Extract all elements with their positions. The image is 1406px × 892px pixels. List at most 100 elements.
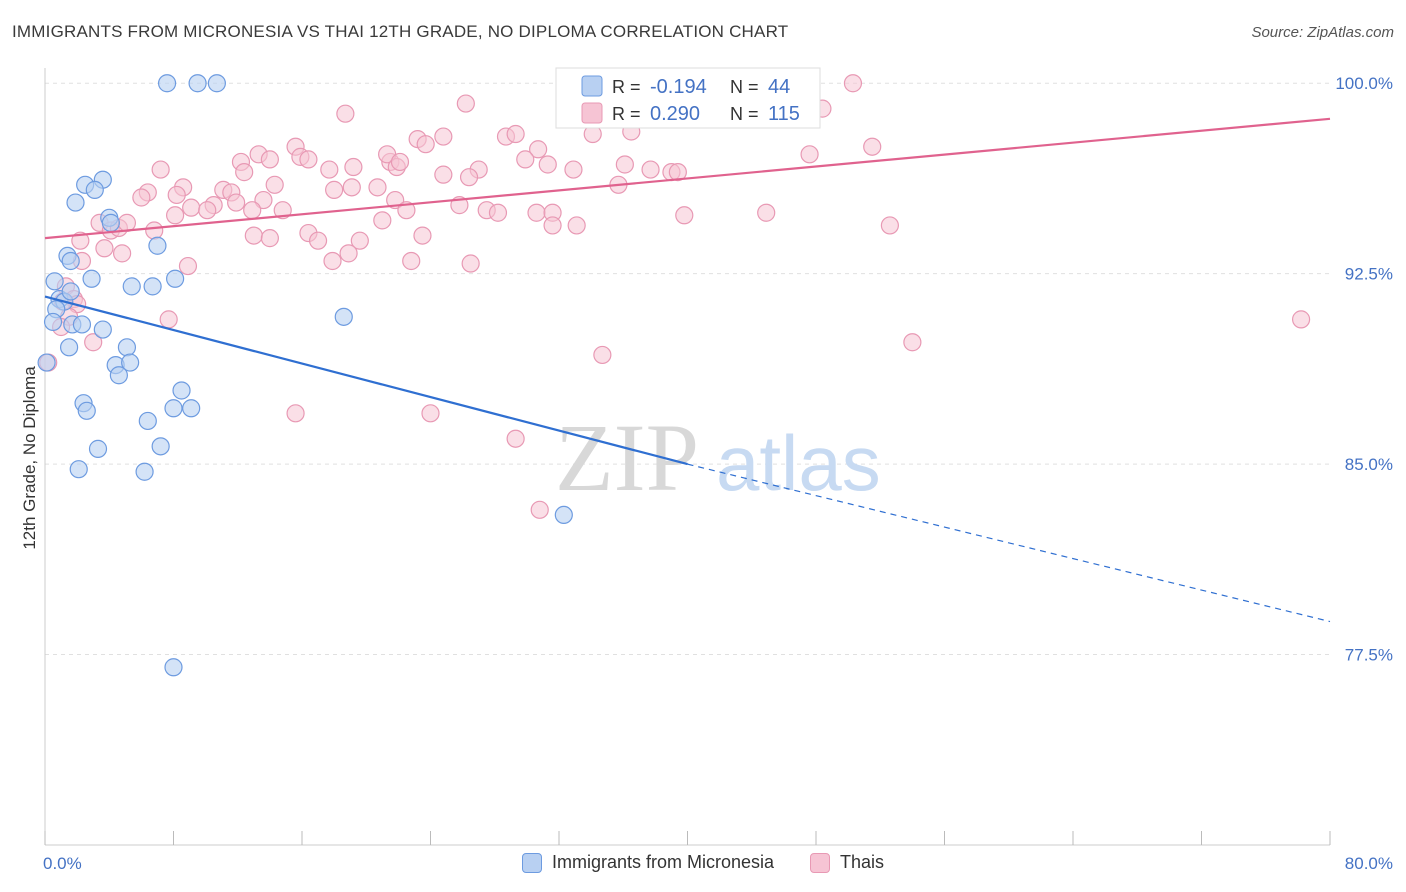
legend-n-label-1: N = <box>730 77 759 97</box>
thais-point <box>903 333 922 352</box>
thais-point <box>564 160 583 179</box>
micronesia-trend-extension <box>687 463 1331 623</box>
thais-point <box>668 163 687 182</box>
thais-point <box>529 140 548 159</box>
thais-point <box>675 206 694 225</box>
micronesia-point <box>151 437 170 456</box>
thais-point <box>323 251 342 271</box>
micronesia-point <box>121 353 140 372</box>
thais-point <box>227 193 246 212</box>
thais-point <box>641 160 660 179</box>
micronesia-point <box>164 399 183 418</box>
thais-point <box>145 221 164 240</box>
thais-point <box>615 155 634 174</box>
thais-point <box>800 145 819 164</box>
legend-swatch-thais <box>581 102 603 124</box>
micronesia-point <box>188 74 207 93</box>
thais-point <box>112 244 132 263</box>
thais-point <box>488 203 508 222</box>
micronesia-point <box>88 439 108 458</box>
thais-point <box>413 226 432 245</box>
thais-point <box>456 94 475 113</box>
legend-label-thais: Thais <box>840 852 885 872</box>
legend-label-micronesia: Immigrants from Micronesia <box>551 852 775 872</box>
thais-point <box>235 163 254 182</box>
thais-point <box>308 231 328 250</box>
thais-point <box>260 150 279 169</box>
micronesia-point <box>334 307 353 326</box>
thais-point <box>178 256 198 276</box>
x-tick-label: 80.0% <box>1345 854 1393 873</box>
thais-point <box>320 160 339 179</box>
legend-swatch-micronesia <box>581 75 603 97</box>
micronesia-point <box>164 658 183 677</box>
micronesia-point <box>554 505 573 525</box>
thais-point <box>342 178 361 197</box>
legend-item-micronesia: Immigrants from Micronesia <box>521 852 775 873</box>
thais-point <box>260 229 279 248</box>
thais-point <box>344 157 363 177</box>
watermark: ZIP atlas <box>555 404 881 511</box>
legend-r-value-1: -0.194 <box>650 76 707 98</box>
y-tick-label: 100.0% <box>1335 74 1393 93</box>
x-axis-ticks <box>44 831 1331 845</box>
legend-item-thais: Thais <box>810 852 884 873</box>
thais-point <box>1291 310 1311 329</box>
micronesia-point <box>135 462 154 481</box>
micronesia-point <box>72 315 92 334</box>
micronesia-point <box>93 320 112 339</box>
x-tick-label: 0.0% <box>43 854 82 873</box>
thais-point <box>530 500 549 519</box>
chart-title: IMMIGRANTS FROM MICRONESIA VS THAI 12TH … <box>12 22 789 41</box>
micronesia-point <box>157 74 177 93</box>
micronesia-point <box>45 272 64 291</box>
thais-point <box>265 175 284 194</box>
thais-point <box>543 216 562 235</box>
x-tick-labels: 0.0% 80.0% <box>43 854 1393 873</box>
source-credit: Source: ZipAtlas.com <box>1251 24 1394 41</box>
thais-point <box>182 198 201 217</box>
micronesia-point <box>122 277 141 296</box>
thais-point <box>151 160 170 179</box>
legend-swatch-pink <box>810 852 831 873</box>
thais-point <box>538 155 557 174</box>
thais-point <box>273 201 292 220</box>
thais-point <box>506 429 525 448</box>
thais-points <box>39 74 1311 519</box>
micronesia-point <box>61 251 80 271</box>
thais-point <box>434 165 453 184</box>
legend-r-label-1: R = <box>612 77 641 97</box>
thais-point <box>244 226 263 245</box>
micronesia-point <box>66 193 85 212</box>
micronesia-point <box>148 236 167 255</box>
thais-point <box>567 216 586 235</box>
y-tick-labels: 100.0% 92.5% 85.0% 77.5% <box>1335 74 1393 664</box>
thais-point <box>416 135 435 154</box>
micronesia-point <box>166 269 185 288</box>
thais-point <box>593 345 612 365</box>
watermark-zip: ZIP <box>555 404 699 511</box>
micronesia-point <box>143 277 162 296</box>
thais-point <box>167 185 186 205</box>
thais-point <box>286 404 305 423</box>
micronesia-trend-line <box>44 295 688 466</box>
thais-point <box>863 137 882 156</box>
y-tick-label: 92.5% <box>1345 265 1393 284</box>
thais-trend-line <box>44 117 1331 240</box>
legend-r-value-2: 0.290 <box>650 103 700 125</box>
thais-point <box>254 190 273 210</box>
thais-point <box>516 150 535 169</box>
micronesia-point <box>82 269 101 288</box>
thais-point <box>373 211 392 230</box>
micronesia-point <box>109 366 128 385</box>
micronesia-point <box>138 411 157 431</box>
micronesia-point <box>59 338 79 357</box>
micronesia-point <box>61 282 80 301</box>
micronesia-points <box>37 74 573 677</box>
micronesia-point <box>77 401 96 420</box>
thais-point <box>461 254 480 273</box>
micronesia-point <box>85 180 104 199</box>
micronesia-point <box>69 460 88 479</box>
watermark-atlas: atlas <box>716 419 881 507</box>
